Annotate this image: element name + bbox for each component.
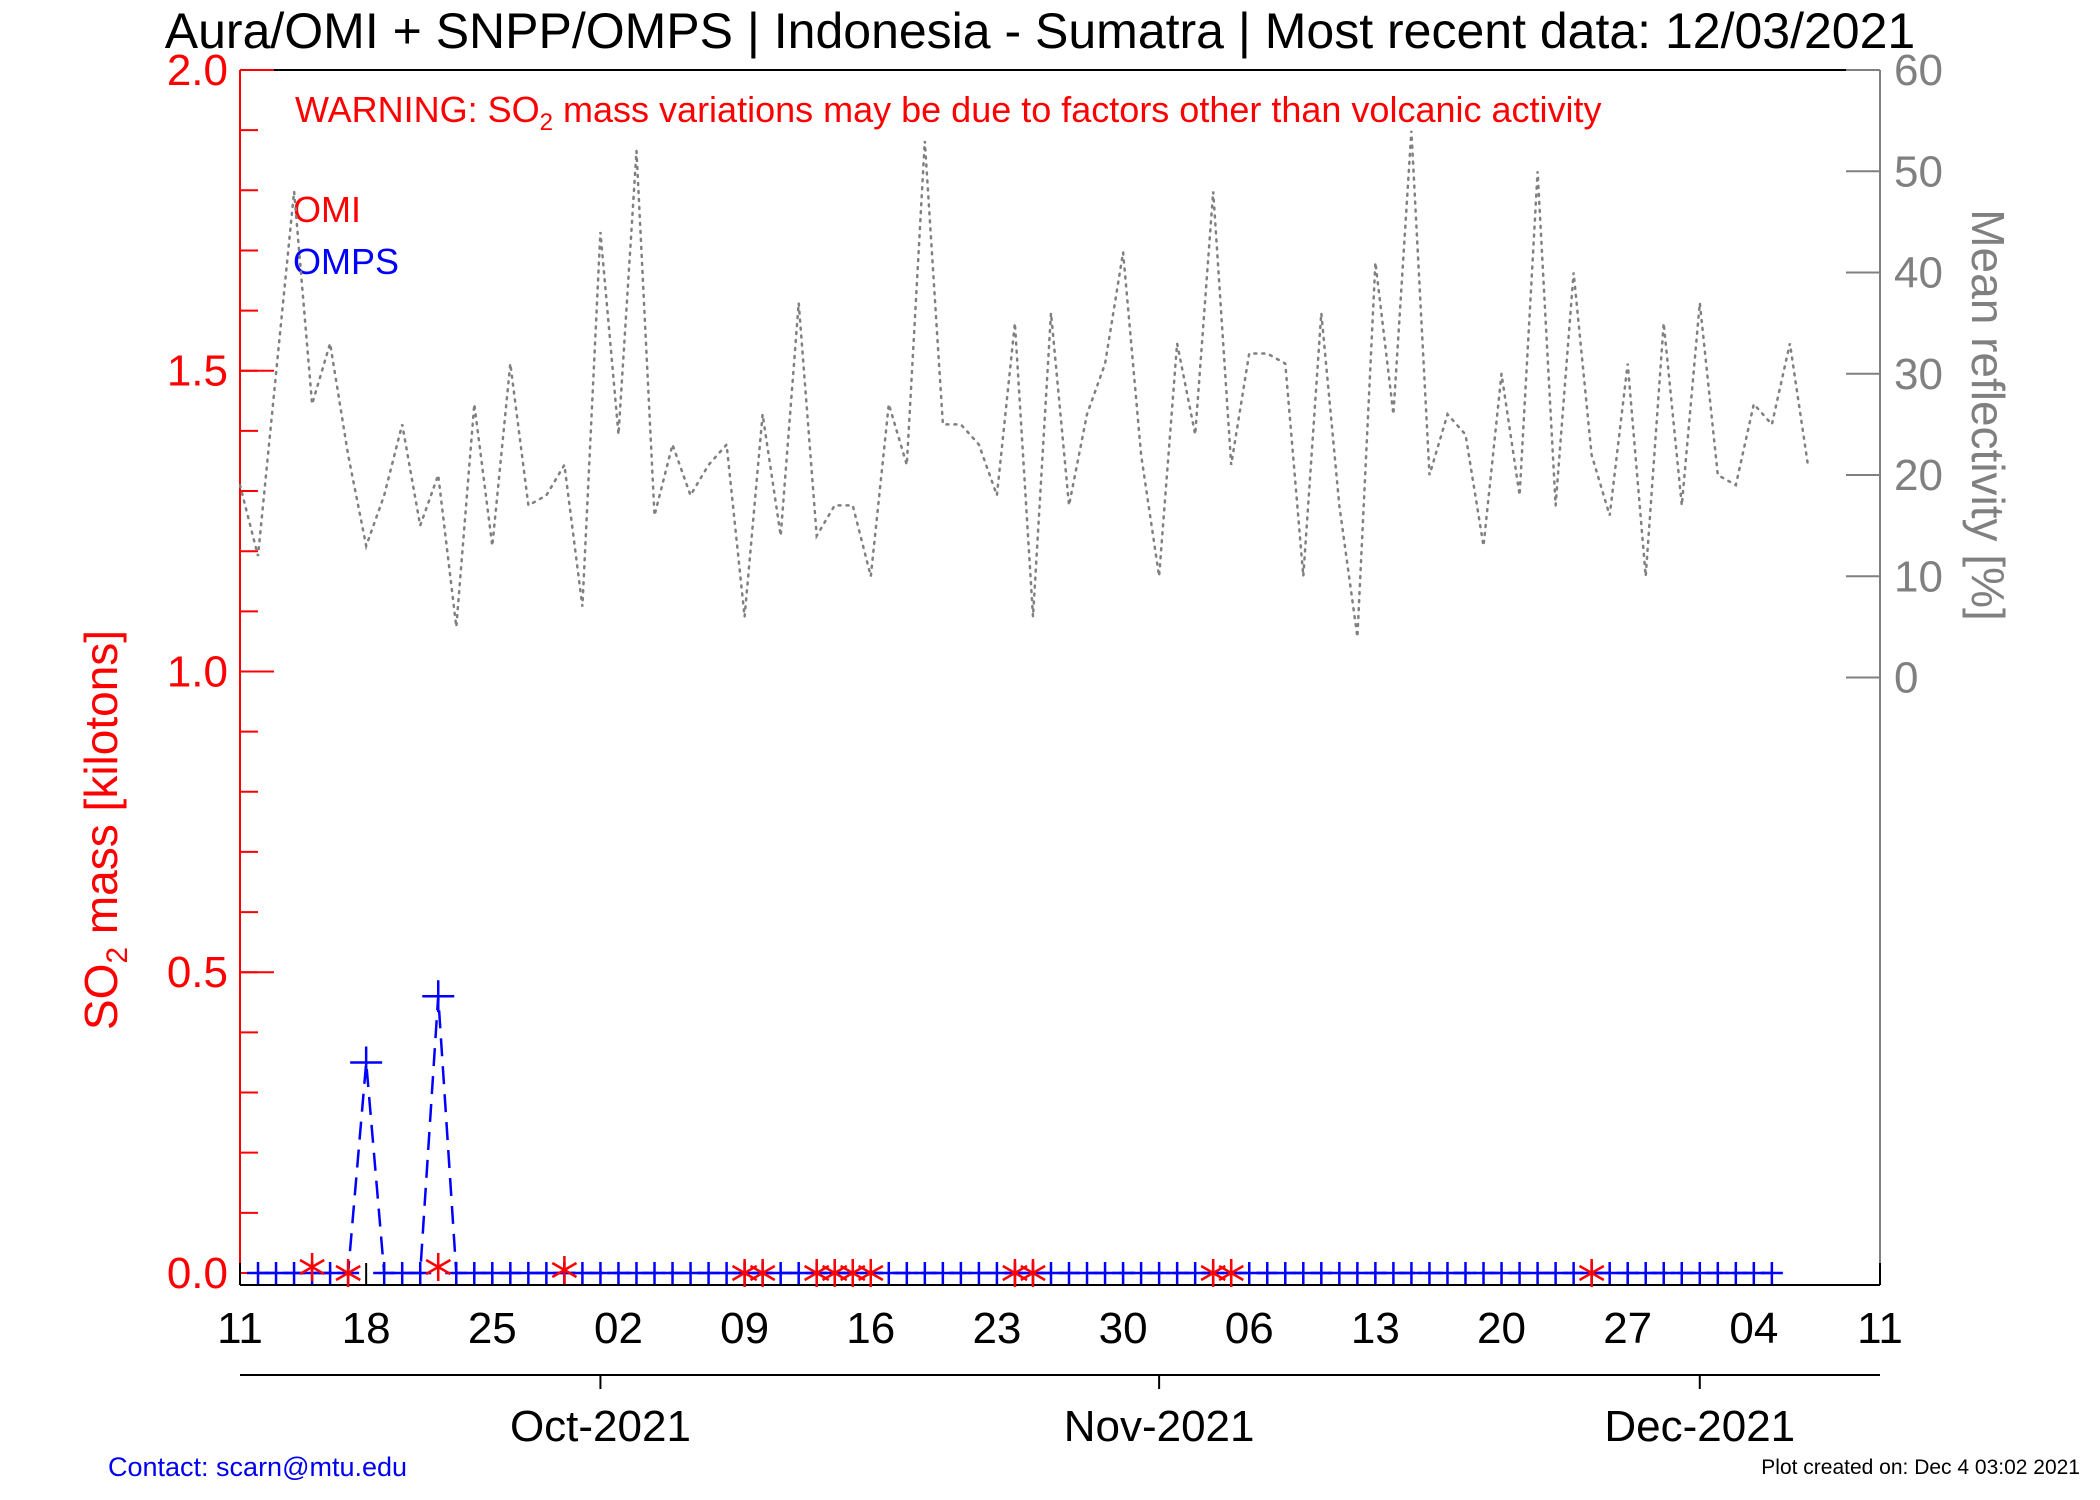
y-right-tick-label: 30 <box>1894 350 1943 399</box>
omps-line <box>258 996 1772 1275</box>
y-left-label-suffix: mass [kilotons] <box>75 630 127 947</box>
omi-point <box>1578 1258 1605 1287</box>
x-tick-label: 04 <box>1729 1304 1778 1353</box>
y-left-label-subscript: 2 <box>101 947 134 964</box>
omi-point <box>1218 1258 1244 1287</box>
month-label: Oct-2021 <box>510 1402 691 1451</box>
y-right-tick-label: 60 <box>1894 46 1943 95</box>
plot-area: 0.0 0.5 1.0 1.5 2.0 0 10 20 30 40 50 60 11 18 25 02 09 16… <box>167 46 1943 1451</box>
warning-subscript: 2 <box>540 109 553 136</box>
y-right-tick-label: 40 <box>1894 249 1943 298</box>
y-left-tick-label: 0.0 <box>167 1249 228 1298</box>
month-label: Nov-2021 <box>1064 1402 1255 1451</box>
x-tick-label: 23 <box>972 1304 1021 1353</box>
y-left-label-prefix: SO <box>75 964 127 1030</box>
chart-title: Aura/OMI + SNPP/OMPS | Indonesia - Sumat… <box>165 3 1915 59</box>
x-tick-label: 20 <box>1477 1304 1526 1353</box>
omi-point <box>551 1255 578 1284</box>
reflectivity-line <box>238 130 1810 638</box>
y-left-tick-label: 0.5 <box>167 948 228 997</box>
x-tick-label: 30 <box>1099 1304 1148 1353</box>
x-tick-label: 11 <box>217 1304 263 1353</box>
omi-point <box>299 1252 325 1281</box>
y-right-tick-label: 10 <box>1894 552 1943 601</box>
warning-prefix: WARNING: SO <box>295 89 540 130</box>
y-right-tick-label: 20 <box>1894 451 1943 500</box>
warning-text: WARNING: SO2 mass variations may be due … <box>295 89 1602 136</box>
x-tick-label: 27 <box>1603 1304 1652 1353</box>
y-right-tick-label: 50 <box>1894 147 1943 196</box>
y-left-tick-label: 1.0 <box>167 647 228 696</box>
omps-point <box>1760 1261 1783 1284</box>
y-left-tick-label: 2.0 <box>167 46 228 95</box>
legend-omps: OMPS <box>293 241 399 282</box>
x-tick-label: 18 <box>342 1304 391 1353</box>
omi-point <box>335 1258 361 1287</box>
warning-suffix: mass variations may be due to factors ot… <box>553 89 1601 130</box>
x-tick-label: 13 <box>1351 1304 1400 1353</box>
omi-point <box>749 1258 776 1287</box>
y-left-label: SO2 mass [kilotons] <box>75 630 134 1030</box>
omps-point <box>350 1046 383 1079</box>
contact-link[interactable]: Contact: scarn@mtu.edu <box>108 1452 408 1482</box>
x-tick-label: 16 <box>846 1304 895 1353</box>
x-tick-label: 02 <box>594 1304 643 1353</box>
month-label: Dec-2021 <box>1604 1402 1795 1451</box>
x-tick-label: 11 <box>1857 1304 1903 1353</box>
x-tick-label: 06 <box>1225 1304 1274 1353</box>
y-right-tick-label: 0 <box>1894 654 1918 703</box>
x-tick-label: 09 <box>720 1304 769 1353</box>
x-tick-label: 25 <box>468 1304 517 1353</box>
omi-point <box>1020 1258 1046 1287</box>
plot-created-timestamp: Plot created on: Dec 4 03:02 2021 <box>1761 1456 2080 1479</box>
legend-omi: OMI <box>293 189 361 230</box>
omi-point <box>425 1252 452 1281</box>
y-right-label: Mean reflectivity [%] <box>1962 209 2014 621</box>
omps-point <box>422 980 455 1013</box>
omi-point <box>857 1258 884 1287</box>
y-left-tick-label: 1.5 <box>167 347 228 396</box>
